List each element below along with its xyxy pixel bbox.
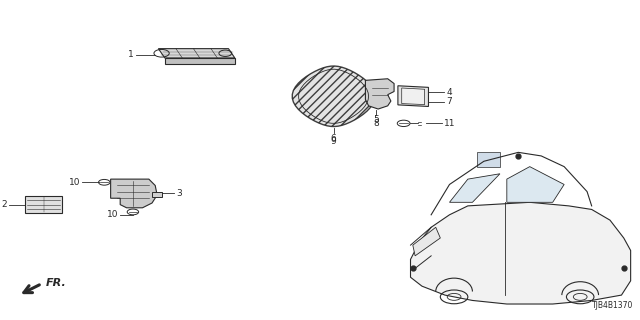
Polygon shape <box>413 227 440 256</box>
Polygon shape <box>477 152 500 167</box>
Polygon shape <box>365 79 394 109</box>
Text: FR.: FR. <box>45 278 67 288</box>
Polygon shape <box>398 86 428 107</box>
Text: 6: 6 <box>331 133 337 142</box>
Text: 8: 8 <box>373 119 379 128</box>
Text: 2: 2 <box>2 200 8 209</box>
Polygon shape <box>152 192 161 197</box>
Text: TJB4B1370: TJB4B1370 <box>591 301 633 310</box>
Text: 11: 11 <box>444 119 455 128</box>
Text: 10: 10 <box>68 178 80 187</box>
Polygon shape <box>507 167 564 202</box>
Text: 4: 4 <box>446 88 452 97</box>
Polygon shape <box>159 49 235 58</box>
Polygon shape <box>410 202 630 304</box>
Text: 1: 1 <box>129 50 134 59</box>
Polygon shape <box>402 88 425 105</box>
Polygon shape <box>449 174 500 202</box>
Text: 9: 9 <box>331 137 337 146</box>
Text: 5: 5 <box>373 116 379 124</box>
Polygon shape <box>292 66 375 126</box>
Text: 7: 7 <box>446 97 452 106</box>
Text: 3: 3 <box>176 189 182 198</box>
Polygon shape <box>164 58 235 64</box>
Polygon shape <box>111 179 157 208</box>
Text: 10: 10 <box>107 210 118 219</box>
Bar <box>26 196 62 213</box>
